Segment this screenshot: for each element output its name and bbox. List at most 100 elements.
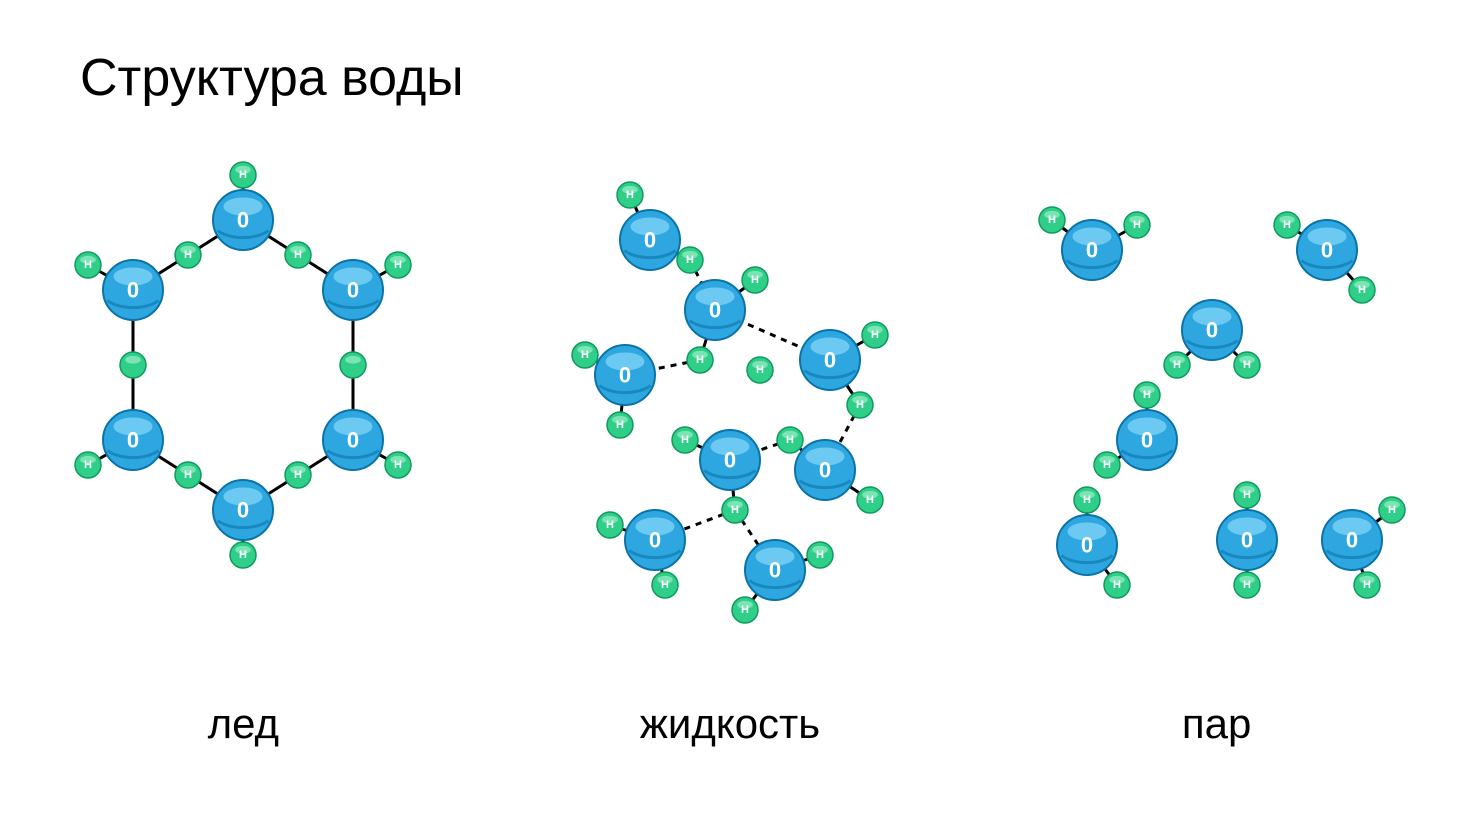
hydrogen-atom: H xyxy=(385,252,411,278)
hydrogen-atom: H xyxy=(1354,572,1380,598)
atoms-layer: H H H H H H H H H H xyxy=(75,162,411,568)
svg-text:H: H xyxy=(1083,494,1091,506)
svg-text:H: H xyxy=(661,579,669,591)
svg-text:H: H xyxy=(866,494,874,506)
hydrogen-atom: H xyxy=(1104,572,1130,598)
oxygen-atom: 0 xyxy=(595,345,655,405)
hydrogen-atom: H xyxy=(175,242,201,268)
hydrogen-atom: H xyxy=(175,462,201,488)
svg-text:0: 0 xyxy=(649,528,661,553)
hydrogen-atom: H xyxy=(572,342,598,368)
oxygen-atom: 0 xyxy=(213,190,273,250)
svg-text:H: H xyxy=(731,504,739,516)
svg-text:0: 0 xyxy=(127,278,139,303)
page-title: Структура воды xyxy=(80,48,464,108)
oxygen-atom: 0 xyxy=(1062,220,1122,280)
svg-text:0: 0 xyxy=(819,458,831,483)
hydrogen-atom: H xyxy=(1134,382,1160,408)
svg-text:H: H xyxy=(294,249,302,261)
oxygen-atom: 0 xyxy=(1182,300,1242,360)
svg-text:H: H xyxy=(1048,214,1056,226)
oxygen-atom: 0 xyxy=(620,210,680,270)
hydrogen-atom: H xyxy=(677,247,703,273)
oxygen-atom: 0 xyxy=(323,260,383,320)
oxygen-atom: 0 xyxy=(103,260,163,320)
oxygen-atom: 0 xyxy=(1217,510,1277,570)
hydrogen-atom: H xyxy=(617,182,643,208)
oxygen-atom: 0 xyxy=(685,280,745,340)
svg-text:H: H xyxy=(696,354,704,366)
svg-text:H: H xyxy=(184,249,192,261)
svg-text:0: 0 xyxy=(127,428,139,453)
svg-text:H: H xyxy=(294,469,302,481)
svg-text:0: 0 xyxy=(347,428,359,453)
svg-text:H: H xyxy=(626,189,634,201)
oxygen-atom: 0 xyxy=(700,430,760,490)
svg-text:H: H xyxy=(1243,489,1251,501)
svg-text:H: H xyxy=(756,364,764,376)
hydrogen-atom: H xyxy=(687,347,713,373)
molecule-diagram: H H H H H H H H H H xyxy=(510,140,950,660)
svg-text:H: H xyxy=(1283,219,1291,231)
svg-text:0: 0 xyxy=(724,448,736,473)
svg-text:H: H xyxy=(686,254,694,266)
hydrogen-atom: H xyxy=(672,427,698,453)
oxygen-atom: 0 xyxy=(745,540,805,600)
svg-text:H: H xyxy=(816,549,824,561)
hydrogen-atom: H xyxy=(1274,212,1300,238)
oxygen-atom: 0 xyxy=(800,330,860,390)
svg-text:0: 0 xyxy=(237,498,249,523)
oxygen-atom: 0 xyxy=(1117,410,1177,470)
svg-text:H: H xyxy=(1103,459,1111,471)
svg-text:H: H xyxy=(1243,359,1251,371)
svg-text:H: H xyxy=(616,419,624,431)
hydrogen-atom: H xyxy=(607,412,633,438)
hydrogen-atom: H xyxy=(230,162,256,188)
hydrogen-atom: H xyxy=(1234,482,1260,508)
oxygen-atom: 0 xyxy=(1297,220,1357,280)
hydrogen-atom: H xyxy=(1349,277,1375,303)
svg-text:H: H xyxy=(1363,579,1371,591)
svg-text:H: H xyxy=(856,399,864,411)
hydrogen-atom: H xyxy=(1164,352,1190,378)
hydrogen-atom: H xyxy=(285,242,311,268)
page: Структура воды H H H H H H H H xyxy=(0,0,1460,828)
svg-text:H: H xyxy=(1173,359,1181,371)
hydrogen-atom: H xyxy=(747,357,773,383)
svg-text:H: H xyxy=(786,434,794,446)
atoms-layer: H H H H H H H H H H xyxy=(572,182,888,623)
hydrogen-atom: H xyxy=(652,572,678,598)
oxygen-atom: 0 xyxy=(1057,515,1117,575)
svg-text:0: 0 xyxy=(1206,318,1218,343)
hydrogen-atom: H xyxy=(847,392,873,418)
hydrogen-atom: H xyxy=(1039,207,1065,233)
molecule-diagram: H H H H H H H H H H xyxy=(997,140,1437,660)
svg-text:0: 0 xyxy=(824,348,836,373)
svg-text:0: 0 xyxy=(769,558,781,583)
hydrogen-atom: H xyxy=(285,462,311,488)
svg-text:H: H xyxy=(741,604,749,616)
hydrogen-atom: H xyxy=(1234,352,1260,378)
panel-vapor: H H H H H H H H H H xyxy=(997,140,1437,660)
hydrogen-atom: H xyxy=(732,597,758,623)
hydrogen-atom: H xyxy=(722,497,748,523)
svg-text:0: 0 xyxy=(709,298,721,323)
svg-text:H: H xyxy=(84,459,92,471)
hydrogen-atom: H xyxy=(857,487,883,513)
svg-text:H: H xyxy=(581,349,589,361)
svg-text:0: 0 xyxy=(1321,238,1333,263)
svg-text:0: 0 xyxy=(237,208,249,233)
svg-text:H: H xyxy=(681,434,689,446)
svg-text:H: H xyxy=(871,329,879,341)
svg-text:0: 0 xyxy=(619,363,631,388)
oxygen-atom: 0 xyxy=(1322,510,1382,570)
svg-text:H: H xyxy=(1243,579,1251,591)
panel-caption: пар xyxy=(997,700,1437,748)
svg-text:H: H xyxy=(184,469,192,481)
hydrogen-atom: H xyxy=(777,427,803,453)
panels-row: H H H H H H H H H H xyxy=(0,140,1460,660)
svg-text:0: 0 xyxy=(1081,533,1093,558)
svg-text:H: H xyxy=(1133,219,1141,231)
svg-text:0: 0 xyxy=(644,228,656,253)
hydrogen-atom: H xyxy=(230,542,256,568)
